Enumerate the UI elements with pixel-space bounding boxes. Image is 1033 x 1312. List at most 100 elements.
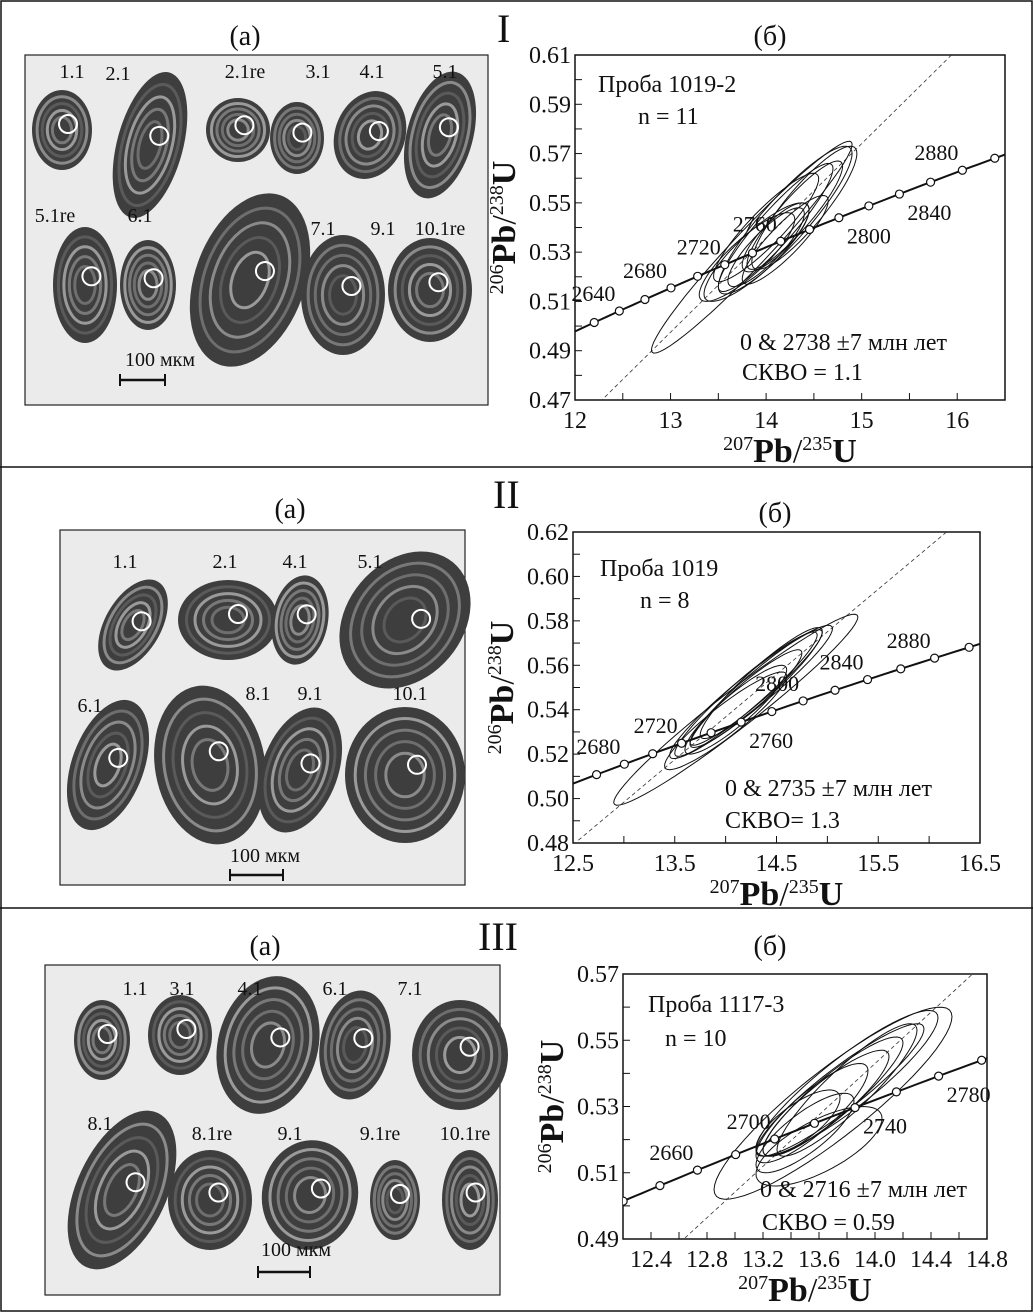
growth-zone xyxy=(114,601,152,649)
analysis-spot xyxy=(292,122,313,143)
grain-body xyxy=(345,707,465,843)
analysis-spot xyxy=(368,121,389,142)
grain-body xyxy=(178,580,278,660)
zircon-grain xyxy=(370,1160,420,1240)
grain-label: 6.1 xyxy=(78,695,103,717)
analysis-spot xyxy=(310,1178,331,1199)
growth-zone xyxy=(284,1166,336,1224)
isotope-element: Pb xyxy=(768,1272,808,1309)
concordia-age-marker xyxy=(770,1134,780,1144)
growth-zone xyxy=(306,243,380,347)
concordia-age-label: 2840 xyxy=(820,650,864,675)
grain-label: 10.1re xyxy=(415,218,466,240)
concordia-curve xyxy=(573,642,980,785)
grain-label: 9.1 xyxy=(371,218,396,240)
isotope-mass: 207 xyxy=(738,1272,768,1294)
error-ellipse xyxy=(776,1023,918,1157)
grain-body xyxy=(412,1000,508,1110)
analysis-count: n = 11 xyxy=(638,104,699,130)
concordia-age-marker xyxy=(864,201,874,211)
grain-label: 10.1 xyxy=(393,683,428,705)
growth-zone xyxy=(181,724,239,806)
plot-content xyxy=(575,55,1005,400)
growth-zone xyxy=(407,263,453,317)
grain-body xyxy=(206,98,270,162)
y-tick-label: 0.48 xyxy=(527,831,569,857)
growth-zone xyxy=(279,589,321,651)
error-ellipse xyxy=(741,202,810,273)
analysis-spot xyxy=(58,114,78,134)
zircon-grain xyxy=(270,102,324,174)
growth-zone xyxy=(344,104,396,166)
zircon-grain xyxy=(112,72,188,218)
x-tick-label: 13.5 xyxy=(654,851,696,877)
zircon-grain xyxy=(32,90,92,170)
ratio-slash: / xyxy=(534,1094,571,1104)
error-ellipse xyxy=(698,212,796,302)
concordia-age-marker xyxy=(614,306,624,316)
grain-label: 8.1re xyxy=(192,1123,233,1145)
zircon-grain xyxy=(53,227,117,343)
growth-zone xyxy=(209,101,267,159)
growth-zone xyxy=(284,596,316,644)
growth-zone xyxy=(190,738,230,792)
grain-body xyxy=(261,1140,359,1250)
error-ellipse xyxy=(727,207,805,288)
growth-zone xyxy=(374,740,436,810)
isotope-element: U xyxy=(484,621,521,646)
grain-label: 4.1 xyxy=(283,551,308,573)
panel-III: III (а) (б) 1.1 3.1 4.1 6.1 7.1 8.1 8.1re 9.1 9.1re… xyxy=(44,914,1008,1309)
y-tick-label: 0.47 xyxy=(529,388,571,414)
growth-zone xyxy=(335,1016,375,1074)
growth-zone xyxy=(193,592,263,648)
growth-zone xyxy=(293,1175,327,1215)
growth-zone xyxy=(215,107,261,153)
growth-zone xyxy=(84,1136,160,1244)
zircon-grain xyxy=(189,193,311,367)
concordia-age-marker xyxy=(850,1103,860,1113)
sample-name: Проба 1019-2 xyxy=(598,72,736,98)
zircon-grain xyxy=(216,976,320,1114)
growth-zone xyxy=(450,1165,490,1235)
analysis-spot xyxy=(411,608,432,629)
concordia-age-marker xyxy=(964,642,974,652)
y-tick-label: 0.49 xyxy=(529,339,571,365)
analysis-spot xyxy=(81,266,102,287)
zircon-grain xyxy=(257,707,343,833)
ratio-slash: / xyxy=(793,433,803,470)
x-tick-label: 13 xyxy=(659,408,683,434)
concordia-age-marker xyxy=(747,248,758,258)
error-ellipse xyxy=(699,627,823,739)
isotope-element: U xyxy=(832,433,857,470)
grain-body xyxy=(168,1150,252,1250)
error-ellipse xyxy=(751,145,858,270)
error-ellipse xyxy=(703,202,810,302)
error-ellipse xyxy=(755,1092,855,1174)
concordia-plot: 12.5 13.5 14.5 15.5 16.5 0.48 0.50 0.52 0.54 0.56… xyxy=(484,520,1001,913)
concordia-age-label: 2800 xyxy=(847,224,891,249)
concordia-age-marker xyxy=(666,283,676,293)
error-ellipse xyxy=(613,613,859,806)
concordia-age-marker xyxy=(693,271,703,281)
y-tick-label: 0.57 xyxy=(577,962,619,988)
growth-zone xyxy=(249,1021,287,1069)
growth-zone xyxy=(123,246,173,324)
x-tick-label: 12.5 xyxy=(552,851,594,877)
analysis-spot xyxy=(465,1182,486,1203)
zircon-grain xyxy=(148,995,212,1075)
error-ellipse xyxy=(650,140,853,354)
growth-zone xyxy=(219,236,281,324)
growth-zone xyxy=(400,254,460,326)
concordia-age-marker xyxy=(677,738,687,748)
error-ellipse xyxy=(717,162,834,293)
y-tick-label: 0.50 xyxy=(527,787,569,813)
grain-label: 1.1 xyxy=(113,551,138,573)
concordia-age-label: 2720 xyxy=(634,713,678,738)
grain-label: 10.1re xyxy=(440,1123,491,1145)
grain-label: 9.1 xyxy=(278,1123,303,1145)
y-tick-label: 0.57 xyxy=(529,142,571,168)
growth-zone xyxy=(426,1017,494,1093)
intercept-age: 0 & 2735 ±7 млн лет xyxy=(725,776,932,802)
grain-label: 7.1 xyxy=(311,218,336,240)
grain-label: 2.1 xyxy=(106,63,131,85)
